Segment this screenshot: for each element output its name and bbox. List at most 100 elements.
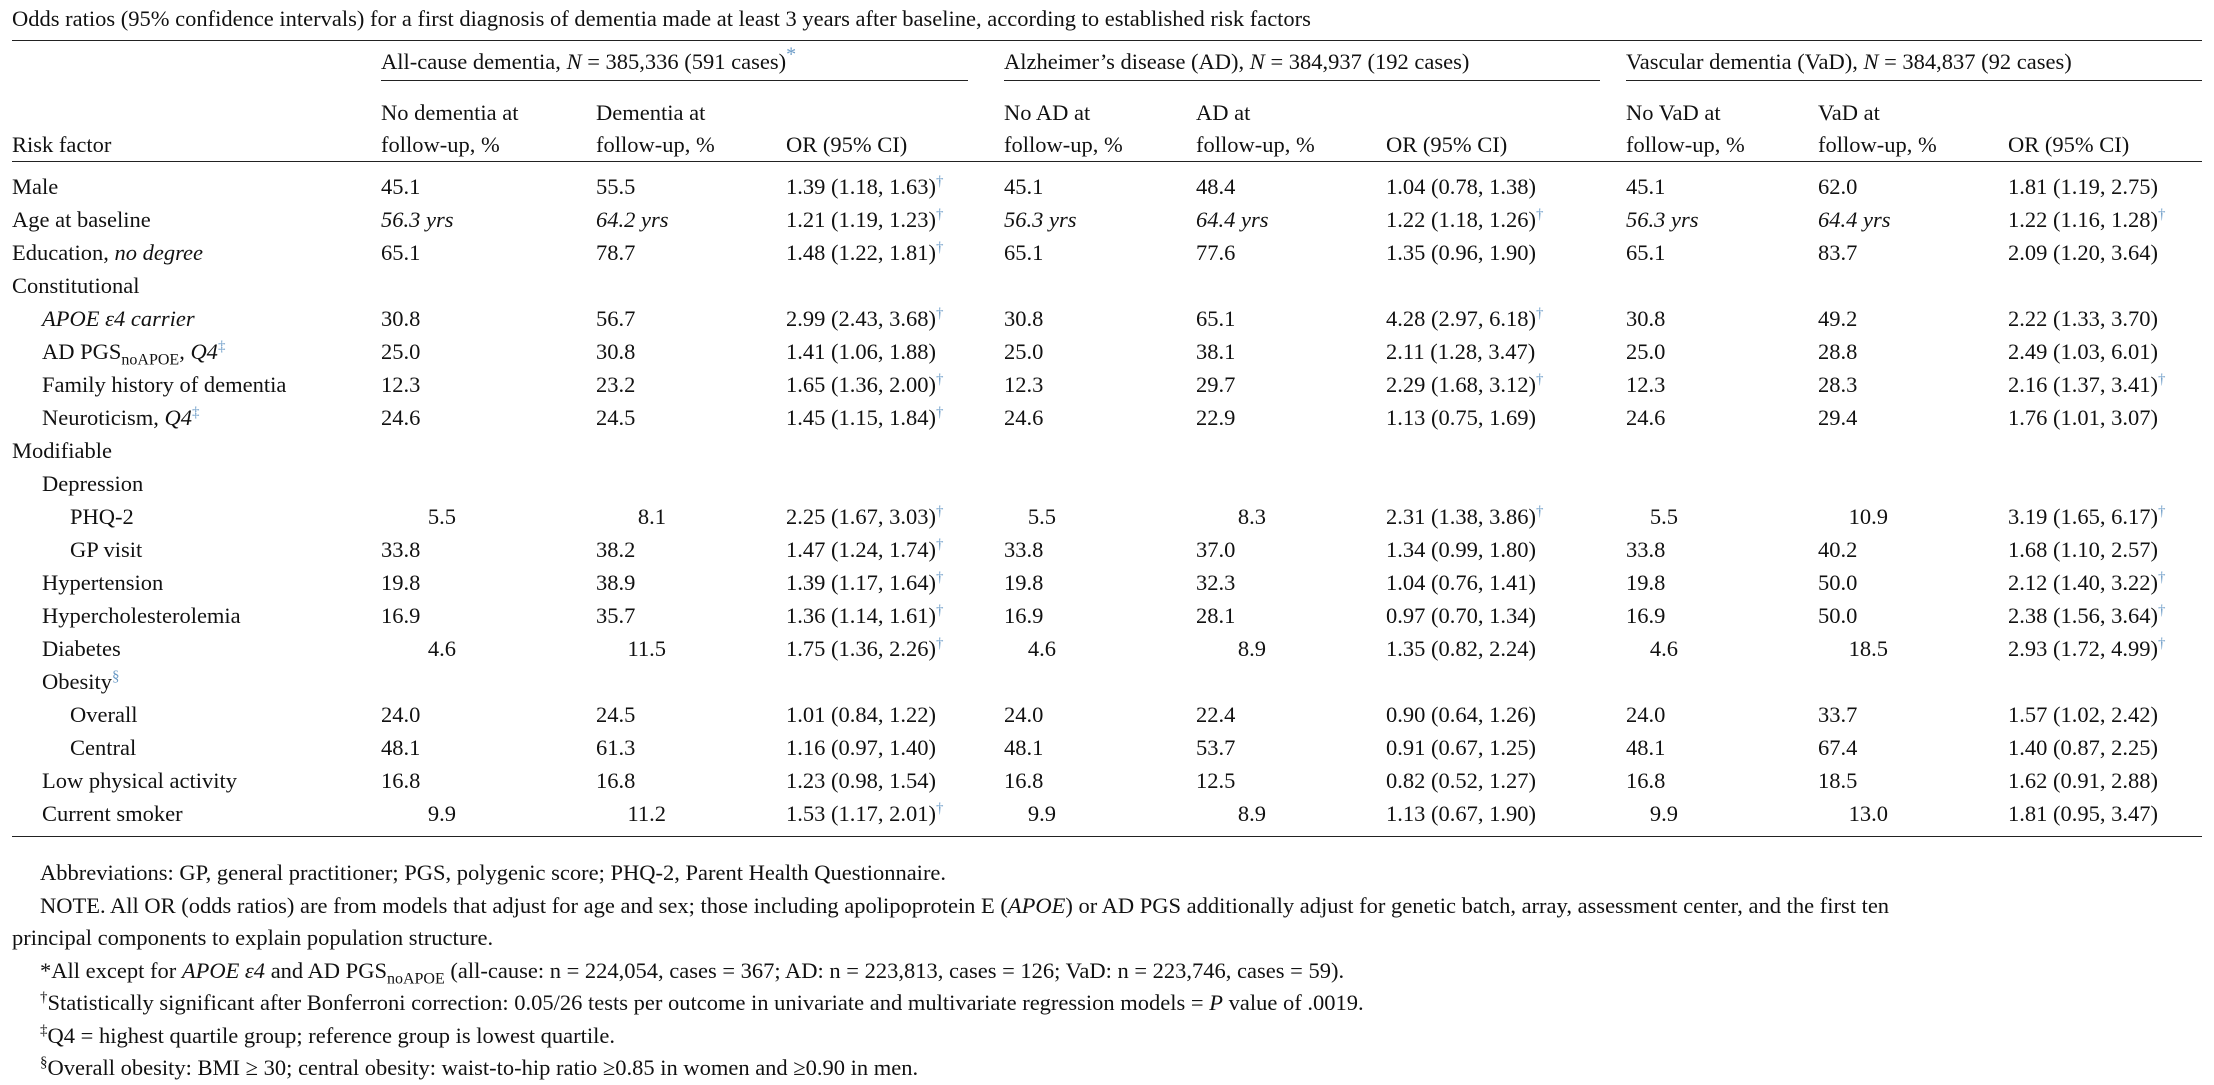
percent-cell: 32.3 xyxy=(1196,570,1236,595)
col-allcause-or: OR (95% CI) xyxy=(786,132,908,157)
odds-ratio-cell: 2.93 (1.72, 4.99)† xyxy=(2008,635,2166,661)
odds-ratio-cell: 0.82 (0.52, 1.27) xyxy=(1386,768,1537,793)
risk-factor-label: AD PGSnoAPOE, Q4‡ xyxy=(42,338,226,369)
significance-dagger: † xyxy=(2158,206,2166,223)
percent-cell: 38.2 xyxy=(596,537,636,562)
table-row: Obesity§ xyxy=(12,665,2202,698)
odds-ratio-cell: 1.75 (1.36, 2.26)† xyxy=(786,635,944,661)
percent-cell: 30.8 xyxy=(381,306,421,331)
risk-factor-label: Hypertension xyxy=(42,570,164,595)
percent-cell: 30.8 xyxy=(596,339,636,364)
significance-dagger: † xyxy=(1536,305,1544,322)
percent-cell: 53.7 xyxy=(1196,735,1236,760)
percent-cell: 10.9 xyxy=(1848,504,1889,529)
percent-cell: 56.3 yrs xyxy=(1004,207,1077,232)
percent-cell: 8.3 xyxy=(1237,504,1267,529)
percent-cell: 16.9 xyxy=(1004,603,1044,628)
percent-cell: 61.3 xyxy=(596,735,636,760)
significance-dagger: † xyxy=(1536,503,1544,520)
risk-factor-label: Obesity§ xyxy=(42,668,120,694)
percent-cell: 16.8 xyxy=(596,768,636,793)
odds-ratio-cell: 2.09 (1.20, 3.64) xyxy=(2008,240,2159,265)
percent-cell: 16.8 xyxy=(1626,768,1666,793)
col-ad-or: OR (95% CI) xyxy=(1386,132,1508,157)
percent-cell: 12.5 xyxy=(1196,768,1236,793)
percent-cell: 67.4 xyxy=(1818,735,1858,760)
table-row: Low physical activity 16.8 16.8 1.23 (0.98,… xyxy=(12,764,2202,797)
percent-cell: 64.4 yrs xyxy=(1818,207,1891,232)
group-header-row: All-cause dementia, N = 385,336 (591 cas… xyxy=(12,40,2203,81)
footnote-note: NOTE. All OR (odds ratios) are from mode… xyxy=(40,892,1890,918)
percent-cell: 5.5 xyxy=(427,504,456,529)
percent-cell: 50.0 xyxy=(1818,570,1858,595)
odds-ratio-cell: 4.28 (2.97, 6.18)† xyxy=(1386,305,1544,331)
percent-cell: 8.9 xyxy=(1237,801,1267,826)
percent-cell: 16.9 xyxy=(1626,603,1666,628)
risk-factor-label: Age at baseline xyxy=(12,207,151,232)
percent-cell: 33.8 xyxy=(1626,537,1666,562)
percent-cell: 24.5 xyxy=(596,405,636,430)
odds-ratio-cell: 1.41 (1.06, 1.88) xyxy=(786,339,936,364)
table-row: Family history of dementia 12.3 23.2 1.65 (… xyxy=(12,368,2202,401)
odds-ratio-cell: 1.47 (1.24, 1.74)† xyxy=(786,536,944,562)
percent-cell: 56.3 yrs xyxy=(1626,207,1699,232)
percent-cell: 49.2 xyxy=(1818,306,1858,331)
percent-cell: 25.0 xyxy=(1004,339,1044,364)
table-row: Hypercholesterolemia 16.9 35.7 1.36 (1.14, … xyxy=(12,599,2202,632)
percent-cell: 62.0 xyxy=(1818,174,1858,199)
percent-cell: 23.2 xyxy=(596,372,636,397)
percent-cell: 35.7 xyxy=(596,603,636,628)
table-row: Hypertension 19.8 38.9 1.39 (1.17, 1.64)† 19… xyxy=(12,566,2202,599)
odds-ratio-cell: 3.19 (1.65, 6.17)† xyxy=(2008,503,2166,529)
percent-cell: 19.8 xyxy=(1626,570,1666,595)
col-vad-or: OR (95% CI) xyxy=(2008,132,2130,157)
odds-ratio-cell: 1.53 (1.17, 2.01)† xyxy=(786,800,944,826)
risk-factor-label: Modifiable xyxy=(12,438,112,463)
percent-cell: 64.4 yrs xyxy=(1196,207,1269,232)
percent-cell: 65.1 xyxy=(1626,240,1666,265)
odds-ratio-cell: 1.65 (1.36, 2.00)† xyxy=(786,371,944,397)
odds-ratio-cell: 1.01 (0.84, 1.22) xyxy=(786,702,936,727)
odds-ratio-cell: 1.36 (1.14, 1.61)† xyxy=(786,602,944,628)
odds-ratio-cell: 1.22 (1.16, 1.28)† xyxy=(2008,206,2166,232)
percent-cell: 55.5 xyxy=(596,174,636,199)
significance-dagger: † xyxy=(936,173,944,190)
table-row: Neuroticism, Q4‡ 24.6 24.5 1.45 (1.15, 1.84… xyxy=(12,401,2202,434)
percent-cell: 28.3 xyxy=(1818,372,1858,397)
odds-ratio-cell: 2.31 (1.38, 3.86)† xyxy=(1386,503,1544,529)
odds-ratio-cell: 1.13 (0.75, 1.69) xyxy=(1386,405,1537,430)
odds-ratio-cell: 0.90 (0.64, 1.26) xyxy=(1386,702,1537,727)
percent-cell: 11.5 xyxy=(627,636,666,661)
footnote-abbreviations: Abbreviations: GP, general practitioner;… xyxy=(40,860,947,885)
percent-cell: 78.7 xyxy=(596,240,636,265)
risk-factor-label: Constitutional xyxy=(12,273,140,298)
risk-factor-label: APOE ε4 carrier xyxy=(42,306,195,331)
table-row: AD PGSnoAPOE, Q4‡ 25.0 30.8 1.41 (1.06, 1.8… xyxy=(12,335,2202,368)
percent-cell: 4.6 xyxy=(1027,636,1057,661)
percent-cell: 48.1 xyxy=(1004,735,1044,760)
odds-ratio-cell: 0.91 (0.67, 1.25) xyxy=(1386,735,1537,760)
odds-ratio-cell: 1.22 (1.18, 1.26)† xyxy=(1386,206,1544,232)
percent-cell: 19.8 xyxy=(1004,570,1044,595)
risk-factor-label: Neuroticism, Q4‡ xyxy=(42,404,200,430)
percent-cell: 65.1 xyxy=(1196,306,1236,331)
footnote-double-dagger: ‡Q4 = highest quartile group; reference … xyxy=(40,1022,616,1048)
odds-ratio-cell: 1.13 (0.67, 1.90) xyxy=(1386,801,1537,826)
significance-dagger: † xyxy=(936,404,944,421)
percent-cell: 45.1 xyxy=(1626,174,1666,199)
significance-dagger: † xyxy=(936,536,944,553)
table-row: GP visit 33.8 38.2 1.47 (1.24, 1.74)† 33.8 37… xyxy=(12,533,2202,566)
significance-dagger: † xyxy=(936,800,944,817)
percent-cell: 24.6 xyxy=(1626,405,1666,430)
odds-ratio-cell: 0.97 (0.70, 1.34) xyxy=(1386,603,1537,628)
percent-cell: 16.8 xyxy=(1004,768,1044,793)
percent-cell: 28.1 xyxy=(1196,603,1236,628)
percent-cell: 13.0 xyxy=(1848,801,1889,826)
odds-ratio-cell: 1.81 (0.95, 3.47) xyxy=(2008,801,2159,826)
table-row: Male 45.1 55.5 1.39 (1.18, 1.63)† 45.1 48.4 1.… xyxy=(12,162,2202,204)
table-row: Constitutional xyxy=(12,269,2202,302)
odds-ratio-cell: 1.39 (1.18, 1.63)† xyxy=(786,173,944,199)
odds-ratio-cell: 2.25 (1.67, 3.03)† xyxy=(786,503,944,529)
table-row: Current smoker 9.9 11.2 1.53 (1.17, 2.01)† 9… xyxy=(12,797,2203,837)
col-vad-no: No VaD at follow-up, % xyxy=(1626,100,1745,157)
